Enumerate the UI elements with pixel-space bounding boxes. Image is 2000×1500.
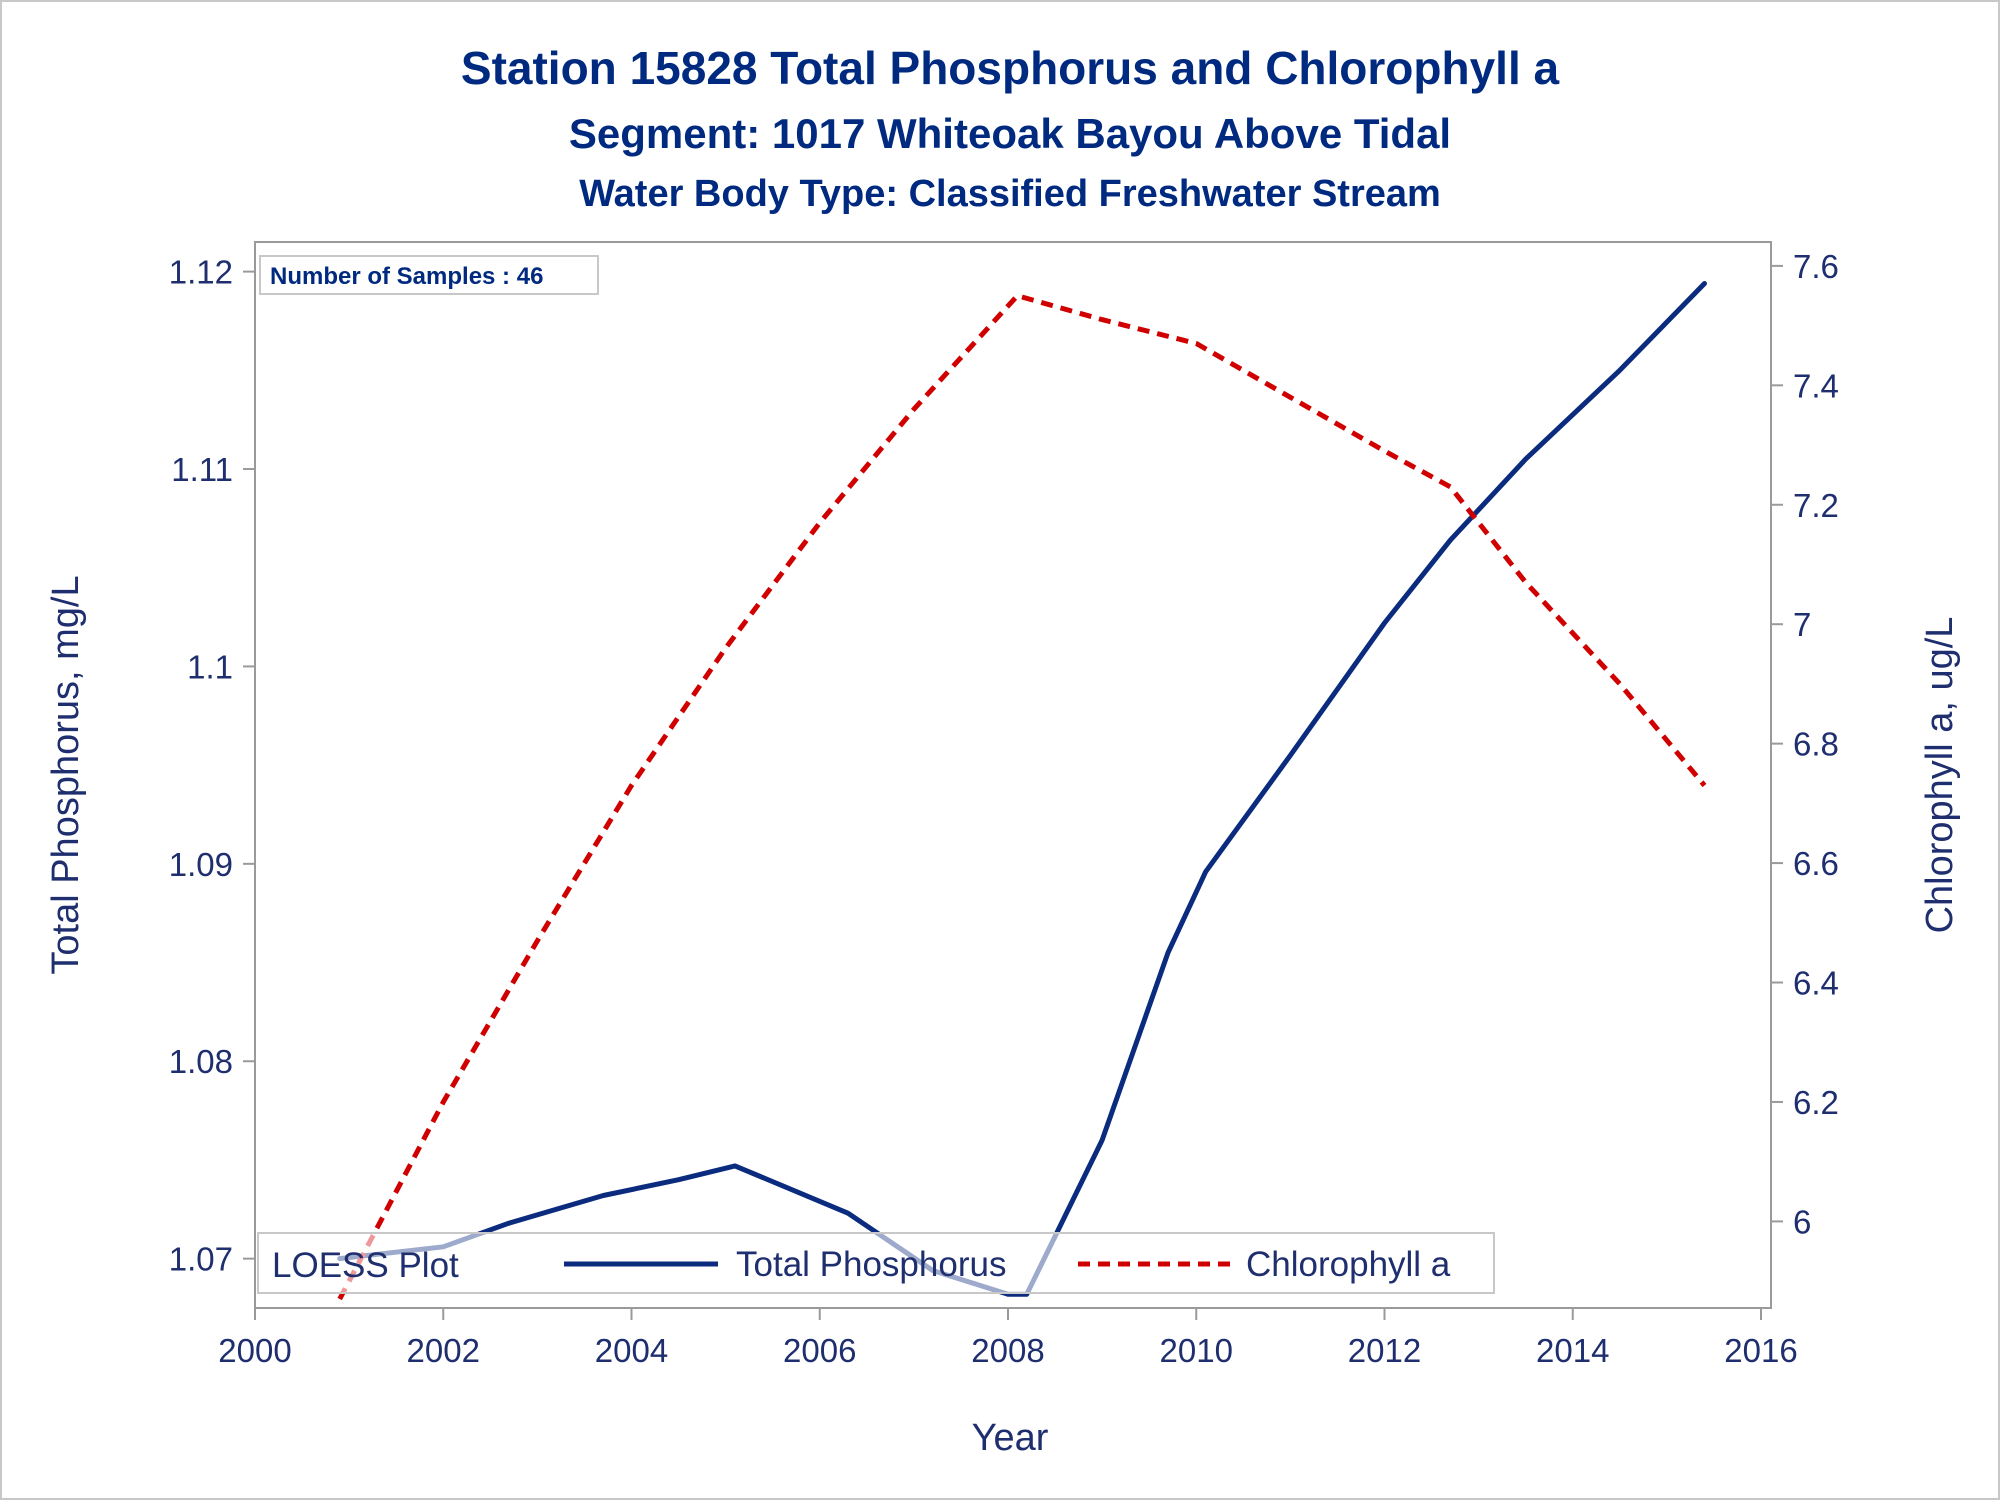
plot-area [254, 241, 1772, 1309]
y-left-tick-label: 1.07 [169, 1241, 233, 1278]
x-axis-label: Year [972, 1417, 1049, 1459]
x-tick-label: 2006 [783, 1332, 856, 1369]
y-right-tick-label: 6.2 [1793, 1084, 1839, 1121]
x-tick-label: 2000 [218, 1332, 291, 1369]
y-left-tick-label: 1.11 [171, 451, 233, 488]
legend-label-total-phosphorus: Total Phosphorus [736, 1245, 1006, 1284]
chart-subtitle-segment: Segment: 1017 Whiteoak Bayou Above Tidal [569, 110, 1451, 157]
y-right-tick-label: 7 [1793, 606, 1811, 643]
y-right-tick-label: 7.6 [1793, 248, 1839, 285]
x-tick-label: 2002 [407, 1332, 480, 1369]
legend: LOESS Plot Total Phosphorus Chlorophyll … [257, 1232, 1495, 1294]
x-tick-label: 2014 [1536, 1332, 1609, 1369]
x-tick-label: 2012 [1348, 1332, 1421, 1369]
chart-subtitle-waterbody: Water Body Type: Classified Freshwater S… [579, 173, 1441, 215]
y-axis-left: 1.07 1.08 1.09 1.1 1.11 1.12 [169, 254, 255, 1278]
y-right-tick-label: 6.8 [1793, 726, 1839, 763]
y-right-tick-label: 7.4 [1793, 367, 1839, 404]
y-axis-right-label: Chlorophyll a, ug/L [1919, 617, 1961, 934]
series-line-total-phosphorus [337, 281, 1707, 1297]
x-tick-label: 2016 [1724, 1332, 1797, 1369]
y-axis-left-label: Total Phosphorus, mg/L [45, 575, 87, 974]
y-right-tick-label: 7.2 [1793, 487, 1839, 524]
y-right-tick-label: 6 [1793, 1203, 1811, 1240]
chart-title: Station 15828 Total Phosphorus and Chlor… [461, 42, 1560, 94]
x-tick-label: 2004 [595, 1332, 668, 1369]
y-left-tick-label: 1.09 [169, 846, 233, 883]
series-line-chlorophyll-a [337, 292, 1707, 1301]
y-axis-right: 6 6.2 6.4 6.6 6.8 7 7.2 7.4 7.6 [1771, 248, 1839, 1240]
x-tick-label: 2008 [971, 1332, 1044, 1369]
x-tick-label: 2010 [1160, 1332, 1233, 1369]
y-right-tick-label: 6.4 [1793, 965, 1839, 1002]
samples-count-label: Number of Samples : 46 [270, 263, 543, 290]
y-left-tick-label: 1.1 [187, 648, 233, 685]
samples-inset-box [259, 255, 599, 295]
y-left-tick-label: 1.08 [169, 1043, 233, 1080]
legend-box [257, 1232, 1495, 1294]
samples-inset: Number of Samples : 46 [259, 255, 599, 295]
legend-label-chlorophyll-a: Chlorophyll a [1246, 1245, 1451, 1284]
y-right-tick-label: 6.6 [1793, 845, 1839, 882]
y-left-tick-label: 1.12 [169, 254, 233, 291]
legend-title: LOESS Plot [272, 1246, 459, 1285]
x-axis: 2000 2002 2004 2006 2008 2010 2012 2014 2016 [218, 1308, 1798, 1369]
